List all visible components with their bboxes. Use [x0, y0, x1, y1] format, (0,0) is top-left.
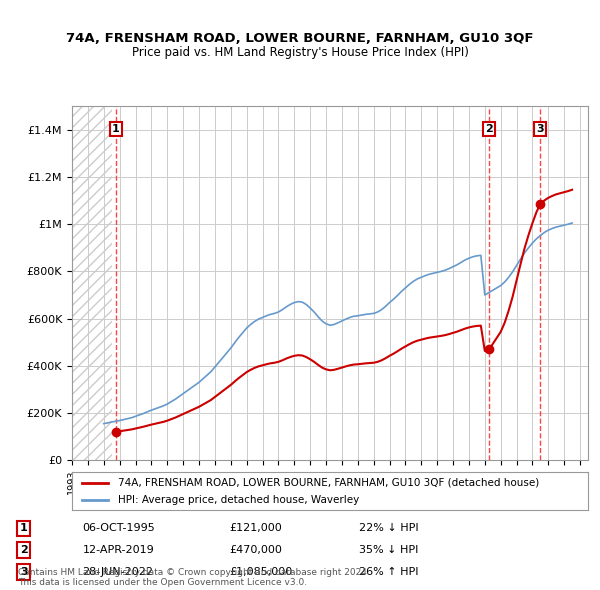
Text: 3: 3	[536, 124, 544, 134]
Text: 28-JUN-2022: 28-JUN-2022	[82, 567, 154, 577]
Text: 3: 3	[20, 567, 28, 577]
Text: Contains HM Land Registry data © Crown copyright and database right 2024.
This d: Contains HM Land Registry data © Crown c…	[18, 568, 370, 587]
Text: 1: 1	[20, 523, 28, 533]
Text: 35% ↓ HPI: 35% ↓ HPI	[359, 545, 418, 555]
Text: 22% ↓ HPI: 22% ↓ HPI	[359, 523, 418, 533]
Text: 2: 2	[485, 124, 493, 134]
Text: 74A, FRENSHAM ROAD, LOWER BOURNE, FARNHAM, GU10 3QF: 74A, FRENSHAM ROAD, LOWER BOURNE, FARNHA…	[66, 32, 534, 45]
Bar	[72, 106, 112, 460]
Text: 26% ↑ HPI: 26% ↑ HPI	[359, 567, 418, 577]
Text: Price paid vs. HM Land Registry's House Price Index (HPI): Price paid vs. HM Land Registry's House …	[131, 46, 469, 59]
Text: £1,085,000: £1,085,000	[229, 567, 293, 577]
Text: HPI: Average price, detached house, Waverley: HPI: Average price, detached house, Wave…	[118, 494, 359, 504]
Text: 06-OCT-1995: 06-OCT-1995	[82, 523, 155, 533]
Text: £121,000: £121,000	[229, 523, 282, 533]
Text: 12-APR-2019: 12-APR-2019	[82, 545, 154, 555]
Text: £470,000: £470,000	[229, 545, 283, 555]
Text: 1: 1	[112, 124, 120, 134]
Text: 2: 2	[20, 545, 28, 555]
Text: 74A, FRENSHAM ROAD, LOWER BOURNE, FARNHAM, GU10 3QF (detached house): 74A, FRENSHAM ROAD, LOWER BOURNE, FARNHA…	[118, 478, 539, 488]
